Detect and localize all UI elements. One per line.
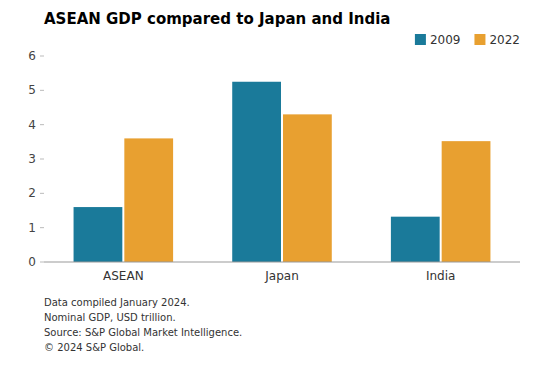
y-tick-label: 2 bbox=[28, 186, 36, 200]
footnote: Nominal GDP, USD trillion. bbox=[44, 312, 176, 323]
footnote: Data compiled January 2024. bbox=[44, 297, 190, 308]
y-tick bbox=[40, 193, 44, 194]
y-tick bbox=[40, 56, 44, 57]
x-tick-label: Japan bbox=[264, 269, 298, 283]
footnote: Source: S&P Global Market Intelligence. bbox=[44, 327, 242, 338]
y-tick-label: 1 bbox=[28, 221, 36, 235]
legend-item: 2009 bbox=[415, 33, 461, 47]
y-tick-label: 3 bbox=[28, 152, 36, 166]
legend: 2009 2022 bbox=[415, 33, 520, 47]
bar bbox=[442, 141, 491, 262]
y-axis: 0 1 2 3 4 5 6 bbox=[28, 49, 44, 269]
x-tick-label: India bbox=[426, 269, 455, 283]
bar bbox=[232, 82, 281, 262]
y-tick bbox=[40, 227, 44, 228]
y-tick bbox=[40, 262, 44, 263]
footnote: © 2024 S&P Global. bbox=[44, 342, 144, 353]
legend-swatch bbox=[415, 34, 426, 45]
y-tick-label: 6 bbox=[28, 49, 36, 63]
y-tick bbox=[40, 124, 44, 125]
bar bbox=[74, 207, 123, 262]
title: ASEAN GDP compared to Japan and India bbox=[44, 10, 390, 28]
y-tick bbox=[40, 159, 44, 160]
chart-svg: ASEAN GDP compared to Japan and India 0 1 2… bbox=[0, 0, 536, 374]
bar bbox=[283, 114, 332, 262]
legend-item: 2022 bbox=[474, 33, 520, 47]
bar bbox=[124, 138, 173, 262]
x-tick-label: ASEAN bbox=[103, 269, 144, 283]
x-axis-line bbox=[44, 262, 520, 263]
legend-swatch bbox=[474, 34, 485, 45]
y-tick bbox=[40, 90, 44, 91]
y-tick-label: 4 bbox=[28, 118, 36, 132]
y-tick-label: 0 bbox=[28, 255, 36, 269]
y-tick-label: 5 bbox=[28, 83, 36, 97]
legend-label: 2022 bbox=[489, 33, 520, 47]
bars bbox=[74, 82, 491, 262]
chart-container: ASEAN GDP compared to Japan and India 0 1 2… bbox=[0, 0, 536, 374]
bar bbox=[391, 217, 440, 262]
legend-label: 2009 bbox=[430, 33, 461, 47]
